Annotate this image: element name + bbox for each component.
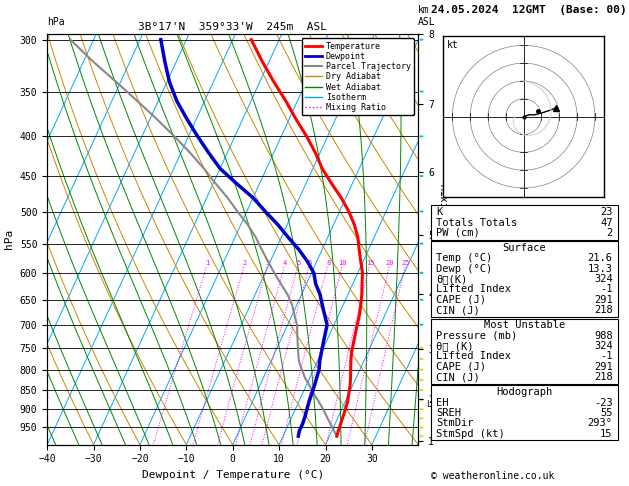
Text: 20: 20 [386, 260, 394, 266]
Text: 47: 47 [600, 218, 613, 227]
Text: 293°: 293° [587, 418, 613, 428]
Y-axis label: hPa: hPa [4, 229, 14, 249]
Bar [431, 206, 618, 240]
Text: 6: 6 [308, 260, 312, 266]
Text: 291: 291 [594, 295, 613, 305]
Y-axis label: Mixing Ratio (g/kg): Mixing Ratio (g/kg) [438, 184, 448, 295]
Text: Most Unstable: Most Unstable [484, 320, 565, 330]
Text: Dewp (°C): Dewp (°C) [437, 264, 493, 274]
Text: LCL: LCL [426, 400, 441, 409]
Text: 218: 218 [594, 372, 613, 382]
Text: 23: 23 [600, 207, 613, 217]
Text: 13.3: 13.3 [587, 264, 613, 274]
Text: km
ASL: km ASL [418, 5, 436, 27]
Text: CAPE (J): CAPE (J) [437, 362, 486, 372]
Text: 15: 15 [600, 429, 613, 439]
Text: © weatheronline.co.uk: © weatheronline.co.uk [431, 471, 554, 481]
Text: StmDir: StmDir [437, 418, 474, 428]
Text: Pressure (mb): Pressure (mb) [437, 330, 518, 341]
Text: 324: 324 [594, 341, 613, 351]
Bar [431, 241, 618, 317]
Text: 2: 2 [606, 228, 613, 238]
Text: hPa: hPa [47, 17, 65, 27]
Text: 2: 2 [243, 260, 247, 266]
Text: θᴇ(K): θᴇ(K) [437, 274, 468, 284]
Text: 3: 3 [266, 260, 270, 266]
Text: SREH: SREH [437, 408, 462, 418]
Text: 55: 55 [600, 408, 613, 418]
Text: kt: kt [447, 40, 459, 50]
Text: 4: 4 [283, 260, 287, 266]
Text: CIN (J): CIN (J) [437, 372, 480, 382]
Text: CAPE (J): CAPE (J) [437, 295, 486, 305]
Text: -1: -1 [600, 284, 613, 295]
Text: 21.6: 21.6 [587, 253, 613, 263]
Bar [431, 318, 618, 384]
Text: EH: EH [437, 398, 449, 408]
Text: -23: -23 [594, 398, 613, 408]
Text: 218: 218 [594, 305, 613, 315]
Legend: Temperature, Dewpoint, Parcel Trajectory, Dry Adiabat, Wet Adiabat, Isotherm, Mi: Temperature, Dewpoint, Parcel Trajectory… [302, 38, 414, 115]
Text: Temp (°C): Temp (°C) [437, 253, 493, 263]
Title: 3B°17'N  359°33'W  245m  ASL: 3B°17'N 359°33'W 245m ASL [138, 22, 327, 32]
Text: 291: 291 [594, 362, 613, 372]
X-axis label: Dewpoint / Temperature (°C): Dewpoint / Temperature (°C) [142, 470, 324, 480]
Bar [431, 385, 618, 440]
Text: 25: 25 [402, 260, 410, 266]
Text: Lifted Index: Lifted Index [437, 284, 511, 295]
Text: Totals Totals: Totals Totals [437, 218, 518, 227]
Text: Surface: Surface [503, 243, 547, 253]
Text: Hodograph: Hodograph [496, 387, 553, 397]
Text: 5: 5 [296, 260, 301, 266]
Text: 1: 1 [205, 260, 209, 266]
Text: CIN (J): CIN (J) [437, 305, 480, 315]
Text: Lifted Index: Lifted Index [437, 351, 511, 362]
Text: 24.05.2024  12GMT  (Base: 00): 24.05.2024 12GMT (Base: 00) [431, 5, 626, 15]
Text: 8: 8 [326, 260, 330, 266]
Text: 324: 324 [594, 274, 613, 284]
Text: 10: 10 [338, 260, 347, 266]
Text: K: K [437, 207, 443, 217]
Text: PW (cm): PW (cm) [437, 228, 480, 238]
Text: θᴇ (K): θᴇ (K) [437, 341, 474, 351]
Text: 988: 988 [594, 330, 613, 341]
Text: StmSpd (kt): StmSpd (kt) [437, 429, 505, 439]
Text: 15: 15 [366, 260, 374, 266]
Text: -1: -1 [600, 351, 613, 362]
